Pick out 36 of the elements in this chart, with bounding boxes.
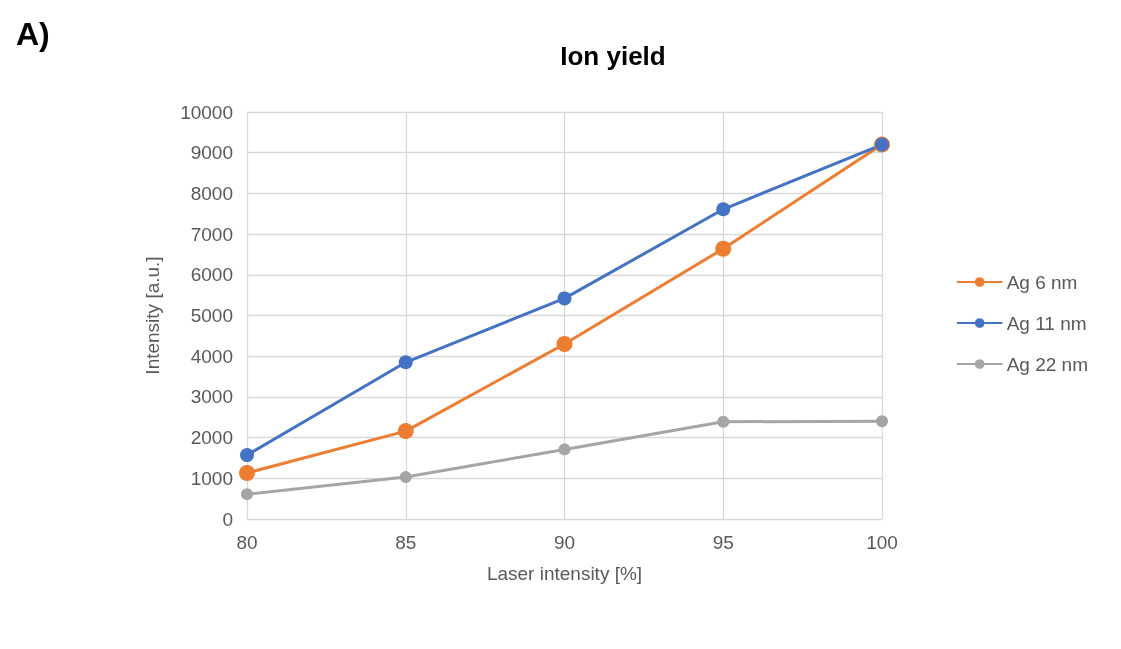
- point: [240, 448, 254, 463]
- text: A): [16, 16, 50, 52]
- legend-label: Ag 11 nm: [1006, 312, 1087, 334]
- y-tick-label: 0: [222, 508, 233, 530]
- x-tick-label: 90: [553, 532, 576, 553]
- x-axis-title: Laser intensity [%]: [486, 563, 643, 584]
- y-tick-label: 2000: [190, 427, 233, 449]
- y-tick-label: 1000: [190, 467, 233, 489]
- point: [715, 240, 732, 257]
- point: [399, 471, 412, 484]
- x-tick-label: 85: [395, 532, 417, 553]
- y-tick-label: 4000: [190, 345, 233, 367]
- y-tick-label: 10000: [180, 101, 233, 123]
- point: [241, 488, 253, 501]
- legend-label: Ag 6 nm: [1006, 271, 1078, 293]
- point: [876, 415, 888, 428]
- point: [398, 355, 413, 370]
- y-axis-title: Intensity [a.u.]: [142, 256, 163, 375]
- point: [557, 291, 572, 306]
- y-tick-label: 8000: [190, 182, 233, 204]
- chart-title: Ion yield: [560, 41, 666, 71]
- point: [239, 465, 255, 481]
- x-tick-label: 80: [236, 532, 258, 553]
- y-tick-label: 7000: [190, 223, 233, 245]
- y-tick-label: 6000: [190, 264, 233, 286]
- legend-label: Ag 22 nm: [1006, 353, 1088, 375]
- y-tick-label: 9000: [190, 142, 233, 164]
- point: [397, 423, 414, 440]
- y-tick-label: 5000: [190, 305, 233, 326]
- y-tick-label: 3000: [190, 386, 233, 408]
- point: [558, 443, 571, 456]
- point: [717, 415, 730, 428]
- x-tick-label: 100: [866, 532, 898, 553]
- x-tick-label: 95: [712, 532, 734, 553]
- point: [716, 202, 731, 217]
- point: [556, 335, 573, 352]
